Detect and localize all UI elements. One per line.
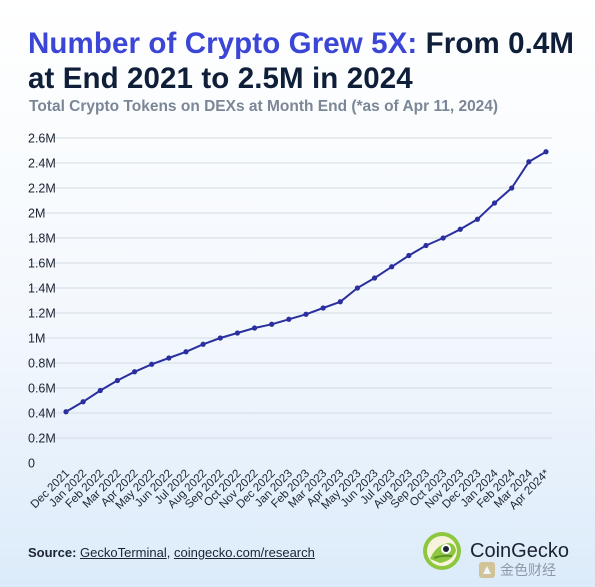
data-point <box>509 185 515 191</box>
data-point <box>234 330 241 336</box>
y-tick-label: 0.4M <box>28 407 56 421</box>
source-separator: , <box>166 545 174 560</box>
data-point <box>80 399 86 405</box>
data-point <box>97 387 103 394</box>
y-tick-label: 0 <box>28 457 35 471</box>
source-label: Source: <box>28 545 77 560</box>
data-point <box>269 321 275 327</box>
y-tick-label: 1.4M <box>28 282 56 296</box>
data-point <box>543 149 549 155</box>
data-point <box>474 216 481 222</box>
y-tick-label: 0.2M <box>28 432 56 446</box>
data-point <box>526 159 532 165</box>
data-point <box>320 305 326 311</box>
y-tick-label: 2M <box>28 207 45 221</box>
y-tick-label: 2.4M <box>28 157 56 171</box>
y-tick-label: 1M <box>28 332 45 346</box>
data-point <box>423 242 429 249</box>
data-point <box>251 325 258 331</box>
data-point <box>183 349 189 355</box>
brand-logo: CoinGecko <box>422 531 569 571</box>
chart-title: Number of Crypto Grew 5X: From 0.4M at E… <box>28 26 578 96</box>
data-point <box>217 335 223 341</box>
data-point <box>354 285 361 291</box>
data-point <box>200 341 206 347</box>
data-point <box>406 252 412 259</box>
y-tick-label: 0.6M <box>28 382 56 396</box>
data-point <box>371 275 378 281</box>
data-point <box>63 409 69 415</box>
data-point <box>440 235 446 241</box>
source-note: Source: GeckoTerminal, coingecko.com/res… <box>28 545 315 560</box>
data-point <box>114 377 121 384</box>
y-axis-ticks: 0 0.2M 0.4M 0.6M 0.8M 1M 1.2M 1.4M 1.6M 1.8M 2M 2.2… <box>28 132 56 471</box>
watermark-text: 金色财经 <box>500 562 556 578</box>
data-points <box>63 149 549 415</box>
data-point <box>149 361 155 367</box>
chart-subtitle: Total Crypto Tokens on DEXs at Month End… <box>29 98 499 115</box>
y-tick-label: 1.8M <box>28 232 56 246</box>
source-link-research[interactable]: coingecko.com/research <box>173 545 315 560</box>
data-point <box>337 299 343 305</box>
grid-lines <box>30 137 552 439</box>
y-tick-label: 0.8M <box>28 357 56 371</box>
data-point <box>457 226 463 232</box>
y-tick-label: 1.2M <box>28 307 56 321</box>
brand-name: CoinGecko <box>470 539 569 562</box>
data-point <box>131 369 138 375</box>
series-line <box>65 150 547 413</box>
watermark: 金色财经 <box>478 560 556 580</box>
data-point <box>303 311 309 317</box>
chart-title-highlight: Number of Crypto Grew 5X: <box>28 27 418 60</box>
gecko-logo-icon <box>423 532 461 570</box>
y-tick-label: 2.2M <box>28 182 56 196</box>
data-point <box>389 264 395 270</box>
data-point <box>491 200 498 206</box>
data-point <box>166 355 172 361</box>
watermark-logo-icon <box>479 562 495 578</box>
data-point <box>286 316 292 322</box>
y-tick-label: 1.6M <box>28 257 56 271</box>
series-line-layer <box>65 150 547 413</box>
y-tick-label: 2.6M <box>28 132 56 146</box>
chart-title-rest: From 0.4M at End 2021 to 2.5M in 2024 <box>28 27 575 95</box>
source-link-geckoterminal[interactable]: GeckoTerminal <box>80 545 167 560</box>
